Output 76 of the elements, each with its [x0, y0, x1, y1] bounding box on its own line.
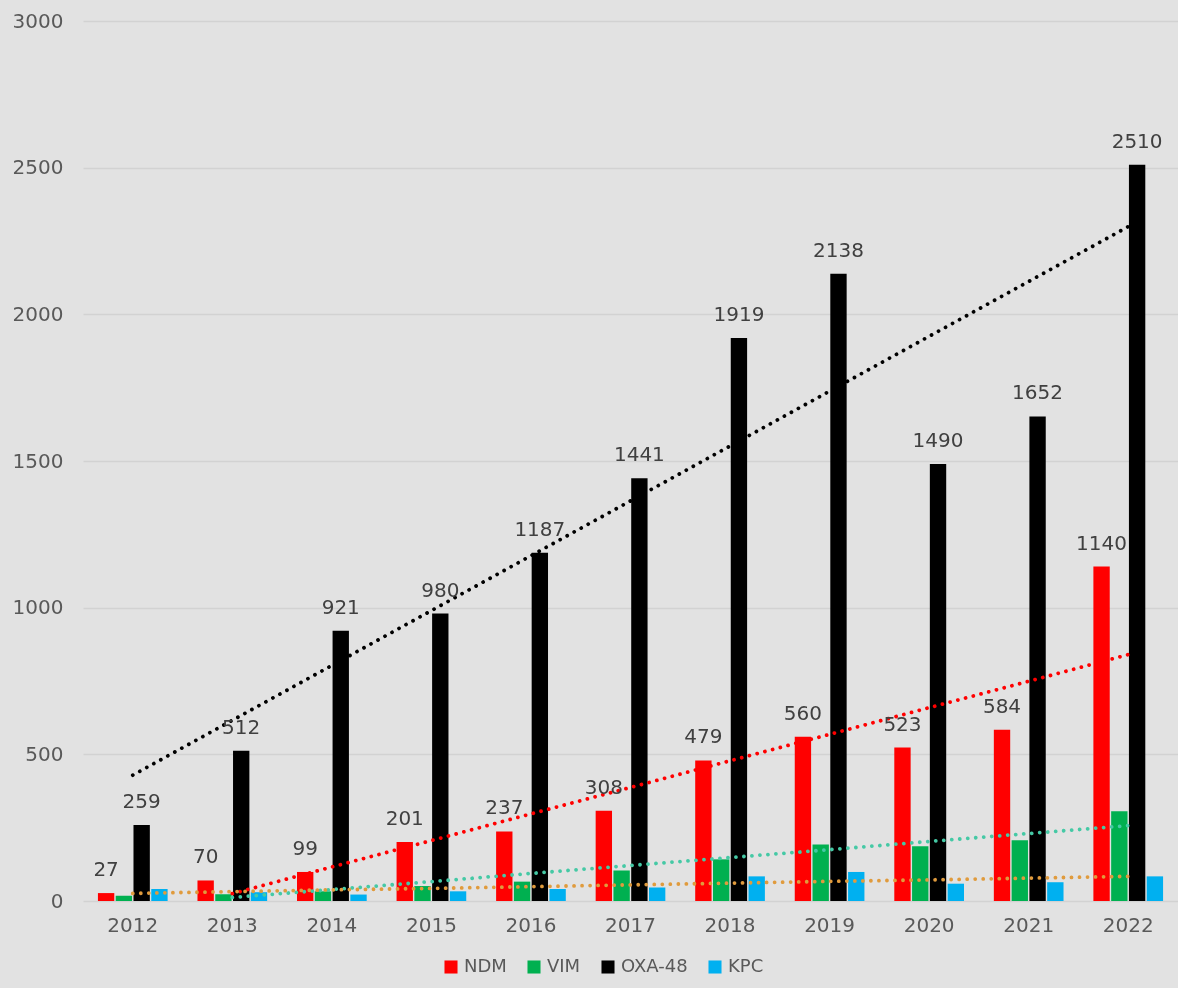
data-label: 308: [584, 774, 623, 799]
data-label: 980: [421, 577, 460, 602]
x-tick-label: 2016: [505, 912, 557, 937]
data-label: 479: [684, 724, 723, 749]
bar: [233, 750, 250, 901]
bar: [197, 880, 214, 901]
bar: [549, 888, 566, 901]
data-label: 1490: [912, 427, 964, 452]
data-label: 259: [122, 789, 161, 814]
x-tick-label: 2020: [903, 912, 955, 937]
legend-label: OXA-48: [621, 955, 688, 976]
data-label: 70: [192, 844, 219, 869]
bar: [894, 747, 911, 901]
bar: [648, 887, 666, 901]
data-label: 1187: [514, 516, 566, 541]
bar: [1029, 416, 1046, 901]
bar: [1047, 882, 1064, 901]
bar: [848, 871, 865, 901]
bar: [613, 870, 630, 901]
y-tick-label: 2500: [12, 155, 64, 180]
x-tick-label: 2019: [804, 912, 856, 937]
bar: [748, 876, 765, 901]
bar: [115, 895, 133, 901]
x-tick-label: 2013: [206, 912, 258, 937]
data-label: 523: [883, 711, 922, 736]
y-tick-label: 1500: [12, 448, 64, 473]
y-tick-label: 2000: [12, 301, 64, 326]
data-label: 2510: [1111, 128, 1163, 153]
data-label: 921: [321, 594, 360, 619]
bar: [1111, 811, 1128, 901]
bar: [314, 891, 332, 901]
x-tick-label: 2022: [1102, 912, 1154, 937]
data-label: 1919: [713, 302, 765, 327]
data-label: 27: [93, 857, 119, 882]
bar: [350, 894, 367, 901]
bar: [432, 613, 449, 901]
y-tick-label: 0: [50, 888, 64, 913]
x-tick-label: 2012: [107, 912, 159, 937]
line-series: [130, 874, 1131, 896]
bar: [133, 825, 150, 901]
data-label: 201: [385, 806, 424, 831]
bar: [993, 729, 1011, 901]
data-label: 1441: [613, 442, 665, 467]
legend-label: VIM: [547, 955, 581, 976]
y-tick-label: 1000: [12, 595, 64, 620]
data-label: 512: [222, 714, 261, 739]
data-label: 1652: [1012, 380, 1064, 405]
data-label: 584: [982, 693, 1022, 718]
legend-label: KPC: [728, 955, 764, 976]
x-tick-label: 2018: [704, 912, 756, 937]
bar: [449, 891, 467, 901]
bar: [947, 883, 964, 901]
bar: [97, 893, 115, 901]
line-series: [230, 823, 1131, 900]
bar: [414, 886, 431, 901]
bar: [215, 894, 232, 901]
bar: [712, 859, 730, 901]
data-label: 560: [783, 700, 823, 725]
bar: [929, 463, 947, 901]
bar: [496, 831, 513, 901]
x-tick-label: 2014: [306, 912, 358, 937]
bar: [595, 810, 613, 901]
bar: [1011, 840, 1028, 901]
x-tick-label: 2021: [1003, 912, 1055, 937]
legend-label: NDM: [464, 955, 507, 976]
x-tick-label: 2015: [405, 912, 457, 937]
data-label: 2138: [813, 237, 864, 262]
bar: [912, 846, 929, 901]
bar: [1146, 876, 1164, 901]
y-tick-label: 500: [25, 741, 64, 766]
data-label: 1140: [1076, 530, 1128, 555]
data-label: 99: [292, 835, 318, 860]
y-tick-label: 3000: [12, 8, 64, 33]
bar: [812, 844, 829, 901]
data-label: 237: [485, 795, 524, 820]
x-tick-label: 2017: [605, 912, 656, 937]
